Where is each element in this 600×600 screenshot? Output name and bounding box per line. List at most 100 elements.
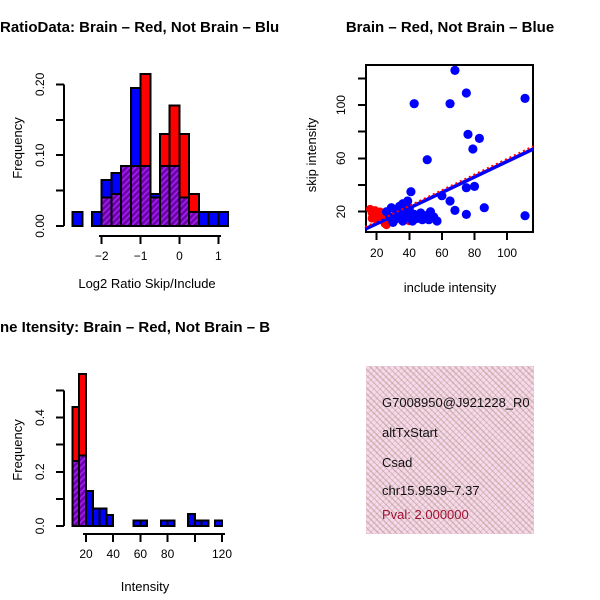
x-tick-label: 20 [79,547,93,561]
scatter-points-and-axes: 20 40 60 80 100 20 60 100 [334,64,534,260]
hist-bar-overlap [110,193,123,227]
hist-bar-overlap [188,210,200,227]
hist-bar [166,519,176,528]
panel-title-intensity: ne Itensity: Brain – Red, Not Brain – B [0,319,271,336]
scatter-canvas: 20 40 60 80 100 20 60 100 include intensity ski… [304,64,534,295]
y-axis-label: Frequency [10,419,25,481]
x-tick-label: 60 [435,246,449,260]
log-ratio-histogram-canvas: 0.00 0.10 0.20 −2 −1 0 1 Log2 Ratio Skip/Inclu… [10,72,230,291]
hist-bar-overlap [149,196,162,227]
y-tick-label: 0.00 [33,214,47,238]
histogram-bars-and-axes: 0.00 0.10 0.20 −2 −1 0 1 [33,72,230,263]
scatter-point [445,99,455,109]
hist-bar-overlap [78,454,87,527]
scatter-point [406,187,416,197]
histogram-bars-and-axes: 0.0 0.2 0.4 20 40 60 80 120 [33,373,232,561]
scatter-point [445,196,455,206]
fit-line-blue [364,147,534,231]
panel-log-ratio-histogram: RatioData: Brain – Red, Not Brain – Blu … [0,0,300,300]
x-tick-label: 80 [161,547,175,561]
x-axis-label: Intensity [121,579,170,594]
scatter-point [422,155,432,165]
hist-bar [197,210,210,227]
x-tick-label: 40 [403,246,417,260]
y-axis-label: skip intensity [304,117,319,192]
gene-name-text: Csad [382,455,413,470]
y-tick-label: 60 [334,151,348,165]
hist-bar-overlap [159,164,171,228]
x-tick-label: 1 [215,249,222,263]
hist-bar [159,519,169,528]
hist-bar-overlap [168,164,181,228]
hist-bar-overlap [100,196,113,227]
hist-bar [71,210,84,227]
hist-bar-overlap [139,164,152,228]
hist-bar [91,507,101,527]
hist-bar [105,514,115,528]
scatter-point [468,144,478,154]
panel-intensity-histogram: ne Itensity: Brain – Red, Not Brain – B … [0,300,300,600]
hist-bar-overlap [129,164,142,228]
y-axis-label: Frequency [10,117,25,179]
x-tick-label: 60 [134,547,148,561]
scatter-point [367,214,377,223]
probe-id-text: G7008950@J921228_R0 [382,395,530,410]
x-tick-label: 80 [468,246,482,260]
scatter-point [432,216,442,226]
panel-title-log-ratio: RatioData: Brain – Red, Not Brain – Blu [0,19,280,36]
scatter-point [479,203,489,213]
x-tick-label: −2 [95,249,109,263]
y-tick-label: 100 [334,95,348,115]
y-tick-label: 0.4 [33,409,47,426]
scatter-point [520,211,530,221]
hist-bar [200,519,210,528]
hist-bar [187,512,196,527]
pval-text: Pval: 2.000000 [382,507,469,522]
hist-bar [98,507,108,527]
hist-bar [132,519,142,528]
x-tick-label: 0 [176,249,183,263]
x-tick-label: −1 [134,249,148,263]
gene-info-box: G7008950@J921228_R0 altTxStart Csad chr1… [366,366,534,534]
x-axis-label: include intensity [404,280,497,295]
scatter-point [461,209,471,219]
panel-scatter: Brain – Red, Not Brain – Blue 20 40 60 80 10… [300,0,600,300]
y-tick-label: 20 [334,205,348,219]
y-tick-label: 0.2 [33,463,47,480]
x-tick-label: 100 [497,246,517,260]
panel-info: G7008950@J921228_R0 altTxStart Csad chr1… [300,300,600,600]
scatter-point [461,88,471,98]
scatter-point [474,133,484,143]
scatter-point [469,181,480,191]
y-tick-label: 0.0 [33,517,47,534]
scatter-point [388,217,398,227]
x-axis-label: Log2 Ratio Skip/Include [78,276,215,291]
scatter-point [409,99,419,109]
hist-bar [90,210,103,227]
hist-bar [85,489,94,528]
y-tick-label: 0.10 [33,143,47,167]
scatter-point [461,183,471,193]
scatter-point [450,205,460,215]
plot-box [365,64,534,233]
intensity-histogram-canvas: 0.0 0.2 0.4 20 40 60 80 120 Intensity Frequency [10,373,232,594]
x-tick-label: 120 [212,547,232,561]
event-type-text: altTxStart [382,425,438,440]
panel-title-scatter: Brain – Red, Not Brain – Blue [345,19,555,36]
hist-bar [214,519,223,528]
hist-bar-overlap [120,164,132,228]
x-tick-label: 40 [107,547,121,561]
scatter-point [463,129,473,139]
y-tick-label: 0.20 [33,72,47,96]
scatter-point [450,65,460,75]
scatter-point [520,93,530,103]
x-tick-label: 20 [370,246,384,260]
hist-bar-overlap [71,459,81,528]
hist-bar-overlap [178,196,191,227]
hist-bar [193,519,203,528]
fit-line-red-dotted [364,145,534,228]
hist-bar [217,210,230,227]
hist-bar [207,210,220,227]
hist-bar [139,519,149,528]
